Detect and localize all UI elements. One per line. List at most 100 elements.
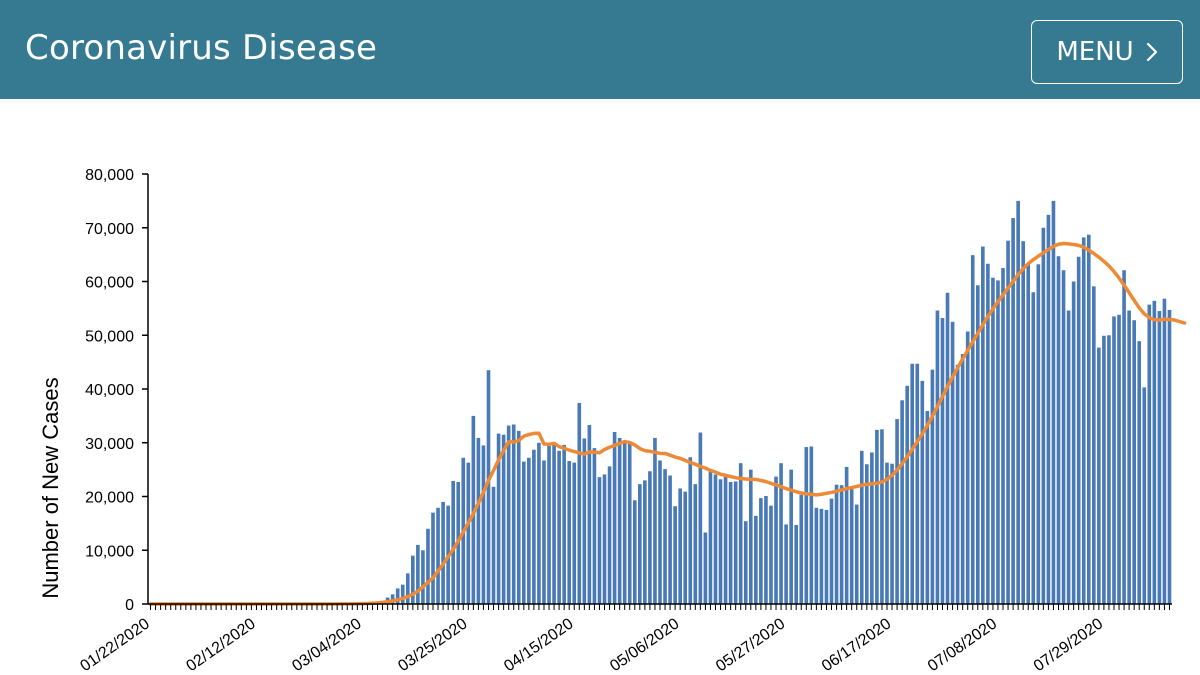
bar bbox=[683, 491, 688, 604]
bar bbox=[839, 485, 844, 604]
x-tick-label: 05/06/2020 bbox=[607, 615, 682, 675]
bar bbox=[1107, 335, 1111, 604]
bar bbox=[1152, 300, 1157, 604]
bar bbox=[945, 292, 950, 604]
x-tick-label: 07/08/2020 bbox=[925, 615, 1000, 675]
bar bbox=[1137, 341, 1142, 604]
bar bbox=[400, 584, 405, 604]
bar bbox=[436, 507, 440, 604]
bar bbox=[597, 477, 602, 604]
bar bbox=[1061, 270, 1066, 604]
bar bbox=[638, 484, 642, 604]
x-tick-label: 03/25/2020 bbox=[395, 615, 470, 675]
bar bbox=[784, 524, 788, 604]
bar bbox=[975, 285, 980, 604]
x-tick-label: 02/12/2020 bbox=[183, 615, 258, 675]
bar bbox=[653, 437, 657, 604]
bar bbox=[875, 429, 879, 604]
bar bbox=[516, 430, 521, 604]
bar bbox=[537, 442, 541, 604]
bar bbox=[577, 402, 582, 604]
bar bbox=[1127, 310, 1131, 604]
bar bbox=[1097, 347, 1101, 604]
bar bbox=[769, 505, 773, 604]
bar bbox=[723, 476, 728, 604]
bar bbox=[703, 532, 708, 604]
bar bbox=[698, 432, 703, 604]
bar bbox=[678, 488, 682, 604]
bar bbox=[900, 400, 904, 604]
bar bbox=[602, 474, 607, 604]
bar bbox=[1142, 387, 1147, 604]
bar bbox=[648, 471, 652, 604]
y-tick-label: 80,000 bbox=[85, 167, 134, 184]
bar bbox=[935, 310, 940, 604]
bar bbox=[970, 255, 975, 604]
bar bbox=[673, 506, 677, 604]
bar bbox=[501, 434, 506, 604]
bar bbox=[390, 594, 395, 604]
bar bbox=[643, 480, 647, 605]
bar bbox=[764, 495, 768, 604]
bar bbox=[592, 448, 597, 605]
bar bbox=[1071, 281, 1076, 604]
bar bbox=[668, 475, 672, 604]
bar bbox=[799, 494, 804, 604]
bar bbox=[804, 447, 809, 604]
bar bbox=[854, 504, 859, 604]
bar bbox=[466, 462, 471, 604]
bar bbox=[542, 460, 546, 604]
bar bbox=[572, 462, 577, 604]
bar bbox=[426, 528, 430, 604]
bar bbox=[1021, 241, 1026, 604]
x-tick-label: 07/29/2020 bbox=[1031, 615, 1106, 675]
bar bbox=[738, 463, 743, 604]
bar bbox=[421, 550, 425, 604]
bar bbox=[405, 573, 410, 604]
bar bbox=[779, 463, 783, 604]
bar bbox=[834, 484, 839, 604]
bar bbox=[1016, 200, 1020, 605]
bar bbox=[1066, 310, 1071, 604]
bar bbox=[754, 515, 758, 604]
x-axis-ticks: 01/22/2020 02/12/2020 03/04/2020 03/25/2020… bbox=[77, 604, 1170, 675]
bar bbox=[728, 481, 733, 604]
bar bbox=[527, 457, 531, 604]
bar bbox=[552, 443, 556, 604]
menu-button[interactable]: MENU bbox=[1031, 20, 1183, 84]
bar bbox=[981, 246, 985, 604]
bar bbox=[890, 463, 894, 604]
bar bbox=[960, 354, 965, 604]
bar bbox=[965, 331, 970, 604]
bar bbox=[567, 461, 572, 604]
bar bbox=[632, 500, 637, 604]
bar bbox=[627, 443, 632, 604]
bar bbox=[1112, 316, 1116, 604]
bar bbox=[895, 419, 899, 604]
x-tick-label: 05/27/2020 bbox=[713, 615, 788, 675]
bar bbox=[1157, 311, 1162, 604]
y-axis-title: Number of New Cases bbox=[38, 377, 63, 598]
y-axis-ticks: 0 10,000 20,000 30,000 40,000 50,000 60,000 70,… bbox=[85, 167, 148, 614]
bar bbox=[663, 469, 667, 604]
bar bbox=[562, 444, 566, 604]
bar bbox=[718, 479, 723, 604]
x-tick-label: 03/04/2020 bbox=[289, 615, 364, 675]
app-header: Coronavirus Disease MENU bbox=[0, 0, 1200, 99]
bar bbox=[1122, 270, 1126, 604]
bar bbox=[925, 411, 930, 604]
bar bbox=[486, 370, 491, 604]
bar bbox=[910, 363, 915, 604]
bar bbox=[1092, 286, 1096, 604]
bar bbox=[748, 469, 753, 605]
bar bbox=[940, 318, 945, 604]
bar bbox=[713, 474, 718, 604]
bar bbox=[915, 363, 920, 604]
bar bbox=[859, 450, 864, 604]
bar bbox=[1026, 264, 1031, 604]
bar bbox=[511, 424, 516, 604]
bar bbox=[809, 446, 814, 604]
x-tick-label: 01/22/2020 bbox=[77, 615, 152, 675]
y-tick-label: 40,000 bbox=[85, 382, 134, 399]
bar bbox=[547, 445, 551, 604]
